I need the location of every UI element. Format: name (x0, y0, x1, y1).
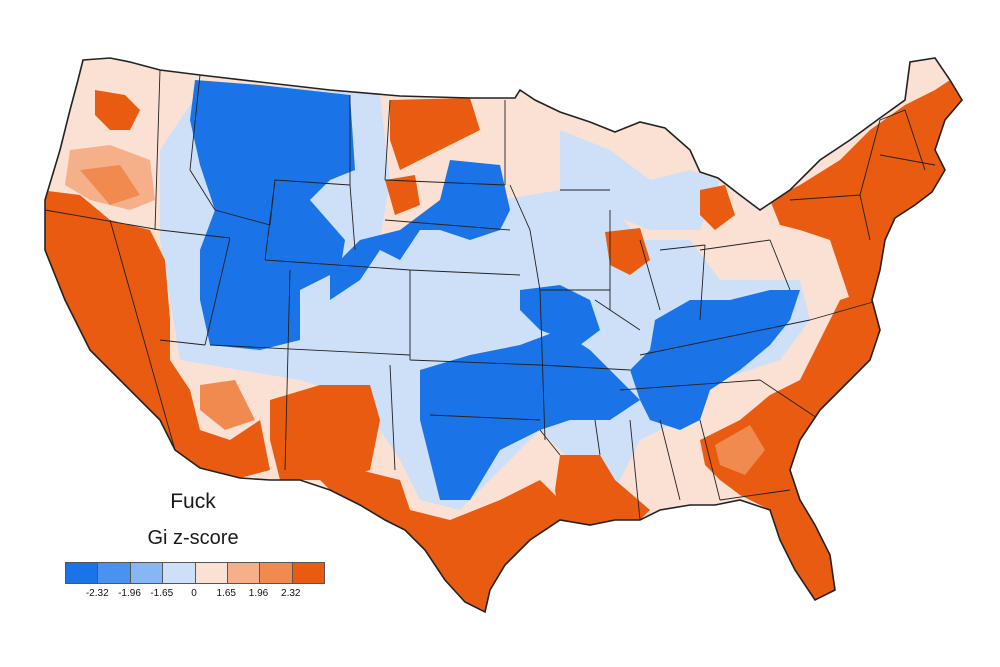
region-strong-positive-northeast (770, 80, 962, 300)
legend-tick-label: 1.96 (248, 588, 269, 599)
legend-swatch-6 (227, 563, 261, 583)
region-strong-negative-south-central (420, 330, 640, 500)
legend-tick-label: -2.32 (85, 588, 109, 599)
legend-tick-label: 1.65 (216, 588, 236, 599)
legend-tick-label: -1.65 (150, 588, 174, 599)
legend-tick-label: 0 (191, 588, 197, 599)
region-strong-positive-texas (320, 470, 570, 612)
state-border-lines (45, 69, 936, 521)
legend-ticks: -2.32 -1.96 -1.65 0 1.65 1.96 2.32 (65, 588, 323, 602)
legend-swatch-7 (260, 563, 293, 583)
region-strong-positive-gulf (555, 455, 650, 525)
region-strong-positive-kansas-west (385, 175, 420, 215)
region-strong-positive-illinois (605, 228, 650, 275)
legend-title: Gi z-score (147, 527, 239, 549)
legend-swatch-2 (98, 563, 131, 583)
region-strong-negative-rockies (190, 80, 355, 350)
legend-swatch-5 (195, 563, 228, 583)
region-medium-positive-oregon (80, 165, 140, 205)
legend-swatch-3 (130, 563, 164, 583)
region-strong-positive-southwest (270, 385, 380, 480)
region-light-negative-greatlakes (560, 130, 720, 230)
region-strong-positive-michigan (700, 185, 735, 230)
legend-color-bar (65, 562, 325, 584)
region-medium-positive-georgia (715, 425, 765, 475)
legend-swatch-8 (292, 563, 324, 583)
legend-swatch-1 (66, 563, 99, 583)
region-strong-positive-northwest (95, 90, 140, 130)
state-borders (45, 69, 936, 521)
region-strong-negative-plains (330, 160, 510, 300)
region-strong-positive-dakotas (390, 98, 480, 170)
region-strong-positive-southeast (700, 290, 885, 600)
region-medium-positive-arizona (200, 380, 255, 430)
legend-tick-label: -1.96 (118, 588, 141, 599)
legend-swatch-4 (163, 563, 196, 583)
region-strong-negative-appalachia (630, 290, 800, 430)
legend-tick-label: 2.32 (281, 588, 301, 599)
map-title: Fuck (170, 490, 216, 513)
region-strong-positive-pacific (45, 190, 270, 478)
